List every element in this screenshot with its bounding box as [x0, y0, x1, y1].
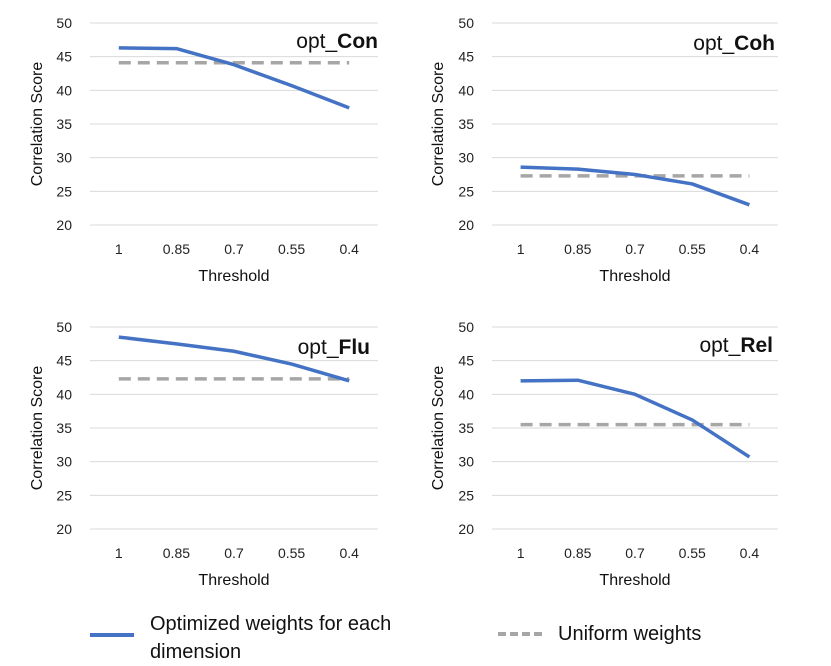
x-tick-label: 0.55: [278, 241, 305, 257]
series-line-optimized: [520, 165, 750, 207]
panel-title: opt_Coh: [693, 32, 775, 55]
series-line-optimized: [118, 46, 350, 110]
series-line-optimized: [118, 335, 350, 383]
y-tick-label: 40: [56, 386, 72, 402]
legend-swatch-uniform: [498, 632, 542, 636]
chart-panel-con: 20 25 30 35 40 45 50 1 0.85 0.7 0.55 0.4 Threshold Co…: [29, 15, 378, 285]
y-tick-label: 35: [56, 116, 72, 132]
series-line-optimized: [520, 378, 751, 459]
panel-title-prefix: opt_: [296, 30, 337, 53]
x-tick-label: 1: [517, 545, 525, 561]
chart-panel-flu: 20 25 30 35 40 45 50 1 0.85 0.7 0.55 0.4 Threshold Co…: [29, 319, 378, 589]
x-tick-label: 0.4: [339, 241, 359, 257]
legend-item-optimized: Optimized weights for each dimension: [90, 610, 430, 666]
x-tick-label: 0.4: [740, 545, 760, 561]
panel-title: opt_Flu: [298, 336, 370, 359]
y-tick-label: 35: [458, 116, 474, 132]
chart-panel-rel: 20 25 30 35 40 45 50 1 0.85 0.7 0.55 0.4 Threshold Co…: [430, 319, 778, 589]
x-tick-label: 0.55: [679, 545, 706, 561]
panel-title-dimension: Rel: [740, 334, 773, 357]
panel-title-prefix: opt_: [298, 336, 339, 359]
x-axis-label: Threshold: [599, 572, 670, 589]
y-tick-label: 45: [458, 49, 474, 65]
legend: Optimized weights for each dimension Uni…: [0, 600, 831, 665]
x-tick-label: 0.7: [625, 545, 645, 561]
legend-item-uniform: Uniform weights: [498, 620, 701, 648]
legend-label-uniform: Uniform weights: [558, 623, 702, 645]
x-tick-label: 0.85: [564, 545, 591, 561]
x-axis-label: Threshold: [198, 268, 269, 285]
y-tick-label: 20: [458, 521, 474, 537]
y-tick-label: 20: [56, 521, 72, 537]
y-axis-label: Correlation Score: [29, 366, 46, 491]
x-tick-label: 0.4: [339, 545, 359, 561]
y-axis-label: Correlation Score: [430, 366, 447, 491]
x-tick-label: 1: [517, 241, 525, 257]
y-tick-label: 25: [458, 487, 474, 503]
panel-title-dimension: Coh: [734, 32, 775, 55]
y-tick-label: 35: [56, 420, 72, 436]
panel-title-dimension: Flu: [339, 336, 371, 359]
x-tick-label: 0.7: [224, 545, 244, 561]
y-tick-label: 35: [458, 420, 474, 436]
y-tick-label: 50: [458, 15, 474, 31]
x-axis-label: Threshold: [599, 268, 670, 285]
x-axis-label: Threshold: [198, 572, 269, 589]
x-tick-label: 0.55: [679, 241, 706, 257]
y-tick-label: 45: [458, 353, 474, 369]
y-tick-label: 25: [56, 183, 72, 199]
legend-label-optimized: Optimized weights for each dimension: [150, 613, 392, 663]
x-tick-label: 0.85: [564, 241, 591, 257]
y-tick-label: 20: [458, 217, 474, 233]
y-tick-label: 45: [56, 353, 72, 369]
y-axis-label: Correlation Score: [430, 62, 447, 187]
panel-title-dimension: Con: [337, 30, 378, 53]
y-tick-label: 50: [56, 15, 72, 31]
y-tick-label: 50: [458, 319, 474, 335]
y-axis-label: Correlation Score: [29, 62, 46, 187]
y-tick-label: 45: [56, 49, 72, 65]
panel-title-prefix: opt_: [699, 334, 740, 357]
chart-panel-coh: 20 25 30 35 40 45 50 1 0.85 0.7 0.55 0.4 Threshold Co…: [430, 15, 778, 285]
y-tick-label: 50: [56, 319, 72, 335]
x-tick-label: 0.4: [740, 241, 760, 257]
y-tick-label: 30: [56, 454, 72, 470]
panel-title: opt_Con: [296, 30, 378, 53]
legend-swatch-optimized: [90, 633, 134, 637]
y-tick-label: 40: [56, 82, 72, 98]
panel-title-prefix: opt_: [693, 32, 734, 55]
panel-title: opt_Rel: [699, 334, 773, 357]
y-tick-label: 25: [56, 487, 72, 503]
y-tick-label: 40: [458, 386, 474, 402]
y-tick-label: 20: [56, 217, 72, 233]
y-tick-label: 30: [458, 454, 474, 470]
x-tick-label: 0.7: [224, 241, 244, 257]
x-tick-label: 1: [115, 545, 123, 561]
x-tick-label: 0.55: [278, 545, 305, 561]
y-tick-label: 30: [56, 150, 72, 166]
y-tick-label: 25: [458, 183, 474, 199]
y-tick-label: 40: [458, 82, 474, 98]
x-tick-label: 1: [115, 241, 123, 257]
y-tick-label: 30: [458, 150, 474, 166]
x-tick-label: 0.7: [625, 241, 645, 257]
x-tick-label: 0.85: [163, 241, 190, 257]
x-tick-label: 0.85: [163, 545, 190, 561]
